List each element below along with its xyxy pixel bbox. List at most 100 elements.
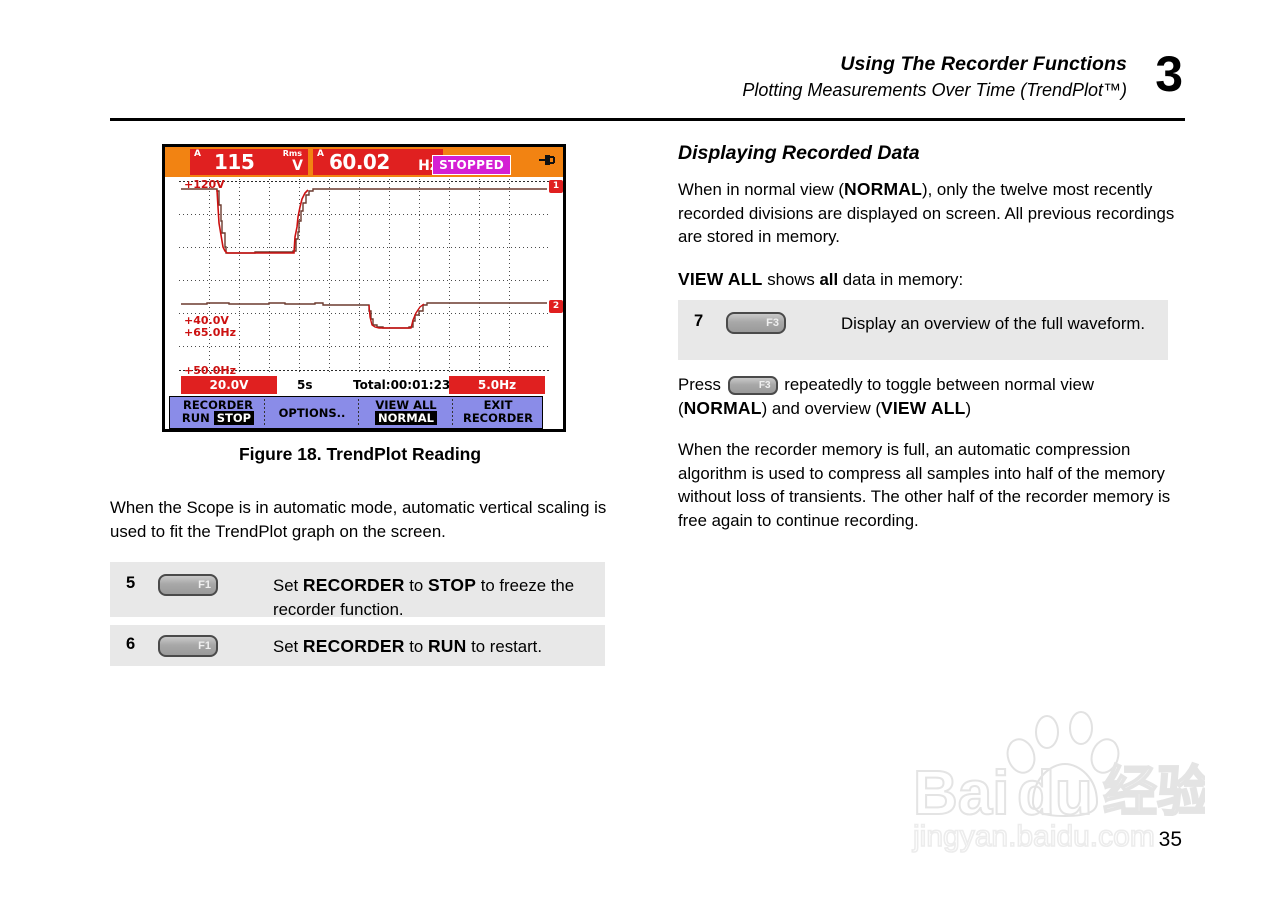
header-titles: Using The Recorder Functions Plotting Me…: [110, 52, 1185, 102]
reading-voltage-value: 115: [214, 150, 255, 174]
axis-label-bottom-frequency: +50.0Hz: [184, 364, 236, 377]
grid-hline: [179, 247, 549, 248]
f3-key-icon[interactable]: F3: [727, 376, 778, 396]
step-7-text: Display an overview of the full waveform…: [841, 314, 1146, 333]
trace-marker-2: 2: [549, 300, 563, 313]
scale-hz-per-div: 5.0Hz: [449, 376, 545, 394]
right-p2-bold-all: all: [819, 270, 839, 289]
right-p3-smallcaps-normal: NORMAL: [683, 397, 762, 418]
softkey-3-normal-highlight: NORMAL: [375, 411, 437, 425]
right-p1-part1: When in normal view (: [678, 180, 845, 199]
grid-hline: [179, 313, 549, 314]
f1-key-label: F1: [198, 579, 211, 591]
softkey-4-line1: EXIT: [483, 398, 513, 412]
reading-frequency: A 60.02 Hz: [313, 149, 443, 175]
softkey-options[interactable]: OPTIONS..: [266, 397, 358, 428]
plug-icon: [539, 155, 555, 165]
softkey-3-line2: NORMAL: [360, 411, 452, 425]
f3-key-label: F3: [766, 317, 779, 329]
step-6-text-part1: Set: [273, 637, 303, 656]
svg-text:du: du: [1017, 759, 1093, 828]
softkey-4-line2: RECORDER: [462, 411, 534, 425]
right-p2-part2: data in memory:: [838, 270, 964, 289]
reading-voltage-channel: A: [194, 149, 201, 159]
left-paragraph: When the Scope is in automatic mode, aut…: [110, 498, 607, 541]
f3-key-label: F3: [758, 380, 771, 392]
header-title-primary: Using The Recorder Functions: [840, 53, 1127, 75]
grid-vline: [389, 179, 390, 373]
right-p1-part2: ), only the twelve most recently recorde…: [678, 180, 1175, 246]
step-5-smallcaps-stop: STOP: [427, 575, 477, 595]
right-p3-smallcaps-viewall: VIEW ALL: [880, 397, 966, 418]
axis-label-mid-frequency: +65.0Hz: [184, 326, 236, 339]
softkey-1-stop-highlight: STOP: [213, 411, 255, 425]
f1-key-label: F1: [198, 640, 211, 652]
softkey-recorder-run-stop[interactable]: RECORDER RUN STOP: [172, 397, 264, 428]
softkey-1-line2: RUN STOP: [172, 411, 264, 425]
chapter-number: 3: [1155, 46, 1183, 102]
step-5-text-part1: Set: [273, 576, 303, 595]
right-p3-part3: ) and overview (: [761, 398, 881, 418]
header-title-secondary: Plotting Measurements Over Time (TrendPl…: [742, 80, 1127, 100]
softkey-exit-recorder[interactable]: EXIT RECORDER: [454, 397, 542, 428]
grid-vline: [359, 179, 360, 373]
step-row-5: 5 F1 Set RECORDER to STOP to freeze the …: [110, 562, 605, 619]
svg-text:经验: 经验: [1103, 762, 1205, 822]
f1-key-icon[interactable]: F1: [158, 635, 218, 657]
page-header: Using The Recorder Functions Plotting Me…: [110, 48, 1185, 120]
scope-waveform-grid: +120V +40.0V +65.0Hz +50.0Hz 1 2: [165, 177, 563, 377]
grid-vline: [329, 179, 330, 373]
right-paragraph-2: VIEW ALL shows all data in memory:: [678, 268, 1178, 292]
axis-label-mid-voltage: +40.0V: [184, 314, 229, 327]
right-paragraph-3: Press F3 repeatedly to toggle between no…: [678, 373, 1178, 420]
grid-hline: [179, 280, 549, 281]
f1-key-icon[interactable]: F1: [158, 574, 218, 596]
reading-voltage-unit-sup: Rms: [282, 149, 302, 158]
svg-text:Bai: Bai: [913, 759, 1009, 828]
reading-frequency-channel: A: [317, 149, 324, 159]
step-6-text: Set RECORDER to RUN to restart.: [273, 635, 605, 659]
step-7-key[interactable]: F3: [726, 312, 841, 334]
right-p3-part1: Press: [678, 375, 726, 394]
step-5-number: 5: [126, 574, 136, 592]
grid-hline: [179, 214, 549, 215]
softkey-divider: [452, 399, 453, 426]
scale-total-time: Total:00:01:23: [353, 378, 451, 392]
right-p3-part2: repeatedly to toggle between normal view…: [678, 375, 1094, 418]
softkey-1-run: RUN: [181, 411, 210, 425]
softkey-view-all-normal[interactable]: VIEW ALL NORMAL: [360, 397, 452, 428]
step-6-smallcaps-run: RUN: [427, 636, 467, 656]
trace-marker-1: 1: [549, 180, 563, 193]
step-6-text-part3: to restart.: [466, 637, 542, 656]
f3-key-icon[interactable]: F3: [726, 312, 786, 334]
step-6-text-part2: to: [404, 637, 428, 656]
softkey-1-line1: RECORDER: [182, 398, 254, 412]
step-6-key[interactable]: F1: [158, 635, 273, 657]
grid-tick-top: [179, 181, 549, 182]
scope-scale-row: 20.0V 5s Total:00:01:23 5.0Hz: [165, 375, 563, 396]
grid-vline: [209, 179, 210, 373]
svg-text:jingyan.baidu.com: jingyan.baidu.com: [912, 820, 1155, 853]
right-p2-smallcaps-viewall: VIEW ALL: [678, 269, 763, 289]
grid-vline: [239, 179, 240, 373]
axis-label-top-voltage: +120V: [184, 178, 225, 191]
grid-vline: [299, 179, 300, 373]
step-5-key[interactable]: F1: [158, 574, 273, 596]
scale-volts-per-div: 20.0V: [181, 376, 277, 394]
scale-time-per-div: 5s: [297, 378, 313, 392]
scope-softkey-bar: RECORDER RUN STOP OPTIONS.. VIEW ALL NOR…: [169, 396, 543, 429]
step-5-smallcaps-recorder: RECORDER: [302, 575, 405, 595]
section-heading: Displaying Recorded Data: [678, 142, 920, 164]
right-p2-part1: shows: [762, 270, 820, 289]
scope-display: A 115 Rms V A 60.02 Hz STOPPED: [165, 147, 563, 429]
softkey-3-line1: VIEW ALL: [375, 398, 437, 412]
trendplot-scope-screenshot: A 115 Rms V A 60.02 Hz STOPPED: [162, 144, 566, 432]
right-p3-part4: ): [965, 398, 972, 418]
reading-voltage-unit: V: [292, 158, 303, 174]
step-5-text: Set RECORDER to STOP to freeze the recor…: [273, 574, 605, 621]
step-6-smallcaps-recorder: RECORDER: [302, 636, 405, 656]
softkey-divider: [358, 399, 359, 426]
status-badge: STOPPED: [432, 155, 511, 175]
grid-vline: [509, 179, 510, 373]
grid-vline: [269, 179, 270, 373]
